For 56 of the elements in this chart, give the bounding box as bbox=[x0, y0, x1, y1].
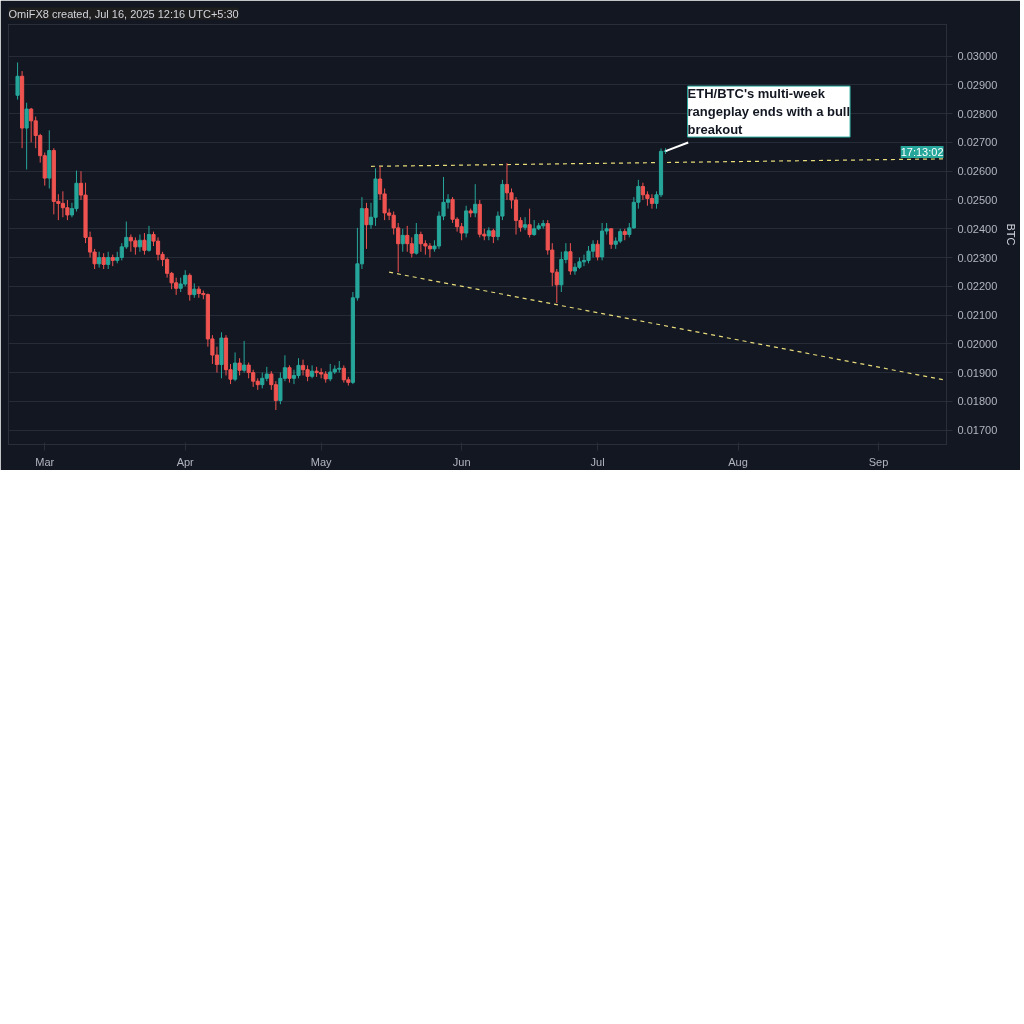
y-tick-label: 0.03000 bbox=[957, 50, 998, 63]
y-axis-title: BTC bbox=[1005, 223, 1018, 246]
candlestick bbox=[364, 202, 369, 250]
y-tick-label: 0.02400 bbox=[957, 222, 998, 235]
x-tick-label: May bbox=[310, 455, 333, 468]
candlestick bbox=[187, 272, 192, 302]
candlestick bbox=[409, 236, 414, 259]
y-tick-label: 0.02600 bbox=[957, 165, 998, 178]
candlestick bbox=[595, 239, 600, 261]
x-tick-label: Aug bbox=[728, 455, 748, 468]
candlestick bbox=[232, 351, 238, 382]
candlestick bbox=[504, 162, 510, 201]
y-tick-label: 0.02000 bbox=[957, 337, 998, 350]
y-tick-label: 0.02100 bbox=[957, 309, 998, 322]
y-tick-label: 0.02500 bbox=[957, 193, 998, 206]
candlestick bbox=[649, 193, 655, 210]
candlestick bbox=[513, 196, 519, 235]
candlestick bbox=[142, 232, 147, 256]
candlestick bbox=[97, 251, 102, 269]
candlestick bbox=[609, 228, 614, 250]
candlestick bbox=[473, 183, 478, 218]
y-tick-label: 0.02900 bbox=[957, 78, 998, 91]
candlestick bbox=[405, 225, 410, 253]
x-tick-label: Jun bbox=[452, 455, 471, 468]
candlestick bbox=[242, 340, 247, 374]
candlestick bbox=[464, 205, 469, 238]
y-tick-label: 0.02300 bbox=[957, 251, 998, 264]
candlestick bbox=[400, 228, 405, 253]
y-tick-label: 0.02700 bbox=[957, 136, 998, 149]
candlestick bbox=[532, 219, 537, 237]
candlestick bbox=[310, 364, 315, 379]
y-tick-label: 0.02200 bbox=[957, 280, 998, 293]
candlestick bbox=[24, 102, 29, 170]
candlestick bbox=[414, 222, 419, 256]
x-tick-label: Jul bbox=[590, 455, 605, 468]
candlestick bbox=[137, 234, 142, 253]
candlestick bbox=[15, 61, 20, 101]
candlestick bbox=[29, 107, 34, 143]
y-tick-label: 0.01800 bbox=[957, 395, 998, 408]
y-tick-label: 0.02800 bbox=[957, 107, 998, 120]
text: OmiFX8 created, Jul 16, 2025 12:16 UTC+5:30 bbox=[8, 7, 239, 20]
annotation: ETH/BTC's multi-week rangeplay ends with a bull breakout bbox=[687, 86, 851, 138]
candlestick bbox=[291, 369, 297, 385]
candlestick bbox=[527, 208, 532, 238]
x-tick-label: Apr bbox=[176, 455, 195, 468]
candlestick bbox=[155, 236, 161, 261]
candlestick bbox=[300, 359, 306, 376]
candlestick bbox=[568, 242, 573, 276]
annotation: 17:13:02 bbox=[900, 146, 944, 159]
x-tick-label: Mar bbox=[35, 455, 55, 468]
candlestick bbox=[590, 239, 596, 259]
y-tick-label: 0.01700 bbox=[957, 424, 998, 437]
y-tick-label: 0.01900 bbox=[957, 366, 998, 379]
candlestick bbox=[572, 262, 578, 276]
x-tick-label: Sep bbox=[868, 455, 889, 468]
candlestick bbox=[427, 242, 433, 259]
